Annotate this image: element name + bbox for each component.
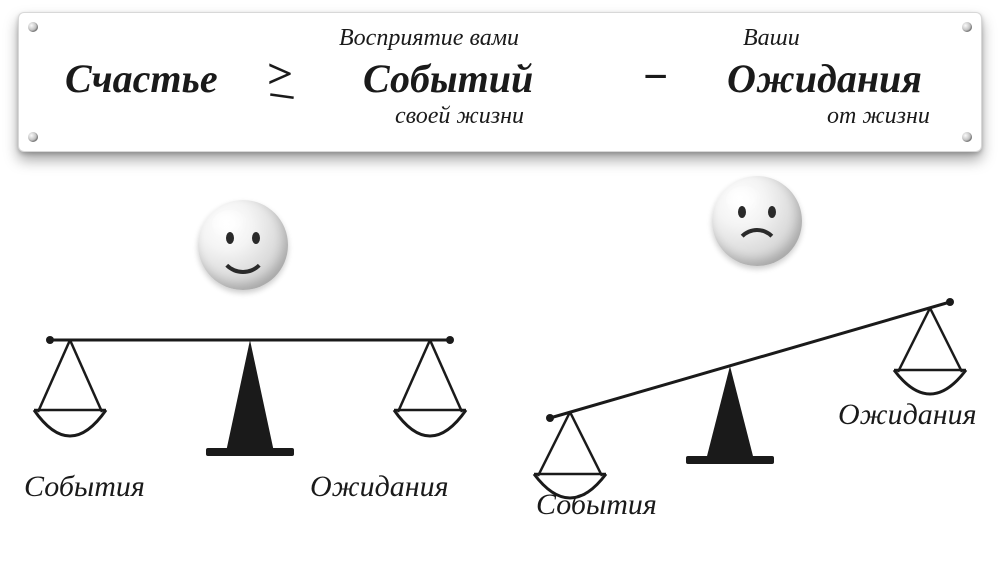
formula-board: Счастье >– Восприятие вами Событий своей… — [18, 12, 982, 152]
formula-happiness: Счастье — [65, 55, 218, 102]
label-events-left: События — [24, 470, 145, 504]
formula-own-life: своей жизни — [395, 103, 524, 130]
scale-tilted-svg — [530, 170, 990, 540]
label-expectations-right: Ожидания — [838, 398, 977, 432]
minus-operator-icon: − — [643, 51, 668, 102]
formula-from-life: от жизни — [827, 103, 930, 130]
formula-expectations: Ожидания — [727, 55, 922, 102]
happiness-formula: Счастье >– Восприятие вами Событий своей… — [19, 13, 981, 151]
ge-operator-icon: >– — [267, 61, 293, 106]
label-events-right: События — [536, 488, 657, 522]
scale-tilted: События Ожидания — [530, 170, 990, 550]
scale-balanced: События Ожидания — [30, 170, 490, 550]
scales-container: События Ожидания Событ — [0, 170, 1000, 578]
label-expectations-left: Ожидания — [310, 470, 449, 504]
formula-perception: Восприятие вами — [339, 25, 519, 52]
formula-your: Ваши — [743, 25, 800, 52]
formula-events: Событий — [363, 55, 533, 102]
